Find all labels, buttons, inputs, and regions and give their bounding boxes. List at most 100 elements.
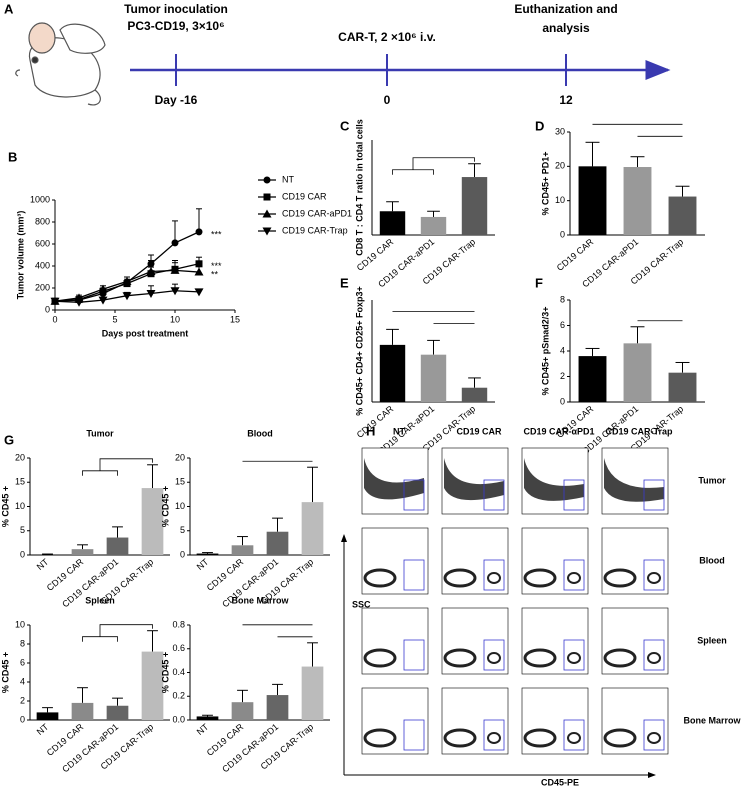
y-axis-label: % CD45 +: [0, 652, 10, 693]
significance: **: [211, 269, 219, 279]
significance-bracket: [99, 624, 153, 637]
bar: [106, 537, 129, 555]
event-title: analysis: [542, 21, 590, 35]
flow-density: [487, 732, 501, 744]
event-day: Day -16: [155, 93, 198, 107]
bar: [36, 712, 59, 720]
flow-density: [523, 728, 557, 748]
flow-density: [524, 458, 584, 501]
flow-density: [523, 568, 557, 588]
event-title: CAR-T, 2 ×10⁶ i.v.: [338, 30, 436, 44]
x-tick-label: 10: [170, 314, 180, 324]
bar: [623, 167, 652, 235]
bar: [71, 702, 94, 720]
significance: ***: [211, 261, 222, 271]
y-tick-label: 400: [35, 260, 50, 270]
bar: [668, 372, 697, 402]
flow-density: [603, 648, 637, 668]
y-tick-label: 2: [560, 371, 565, 381]
y-tick-label: 10: [555, 195, 565, 205]
flow-density: [443, 568, 477, 588]
bar: [196, 716, 219, 720]
y-tick-label: 0.2: [172, 691, 185, 701]
flow-gate: [403, 479, 425, 511]
flow-plot: [361, 527, 429, 595]
flow-gate: [483, 559, 505, 591]
legend-marker: [263, 193, 271, 201]
flow-gate: [563, 719, 585, 751]
bar: [106, 705, 129, 720]
bar: [420, 216, 447, 235]
flow-density: [363, 568, 397, 588]
bar: [141, 651, 164, 720]
panel-label: B: [8, 149, 17, 164]
bar: [379, 344, 406, 402]
y-tick-label: 0: [45, 304, 50, 314]
y-tick-label: 6: [560, 320, 565, 330]
y-tick-label: 0: [560, 396, 565, 406]
x-tick-label: CD19 CAR: [555, 236, 596, 273]
event-title: Euthanization and: [514, 2, 617, 16]
significance-bracket: [99, 458, 153, 471]
flow-density: [647, 732, 661, 744]
y-axis-label: % CD45 +: [160, 486, 170, 527]
significance: ***: [211, 229, 222, 239]
marker: [122, 276, 132, 285]
y-tick-label: 800: [35, 216, 50, 226]
flow-gate: [563, 639, 585, 671]
row-label: Spleen: [697, 635, 727, 645]
flow-density: [647, 572, 661, 584]
flow-density: [567, 732, 581, 744]
x-axis-label: CD45-PE: [541, 777, 579, 787]
y-tick-label: 0: [560, 229, 565, 239]
bar: [668, 196, 697, 235]
y-tick-label: 2: [20, 695, 25, 705]
flow-density: [444, 458, 504, 501]
flow-density: [443, 648, 477, 668]
marker: [98, 296, 108, 305]
y-tick-label: 0.6: [172, 643, 185, 653]
bar: [379, 211, 406, 235]
flow-density: [647, 652, 661, 664]
marker: [194, 288, 204, 297]
x-tick-label: 15: [230, 314, 240, 324]
significance-bracket: [412, 157, 475, 170]
marker: [146, 267, 156, 275]
marker: [74, 298, 84, 307]
y-axis-label: SSC: [352, 599, 371, 609]
flow-density: [603, 728, 637, 748]
y-axis-label: % CD45 +: [0, 486, 10, 527]
y-tick-label: 4: [560, 345, 565, 355]
x-axis-label: Days post treatment: [102, 328, 189, 338]
y-axis-label: % CD45 +: [160, 652, 170, 693]
bar: [266, 695, 289, 720]
marker: [50, 297, 60, 306]
bar: [578, 356, 607, 402]
bar: [461, 387, 488, 402]
x-tick-label: 5: [112, 314, 117, 324]
column-header: NT: [393, 426, 405, 436]
bar: [461, 177, 488, 235]
y-tick-label: 5: [20, 525, 25, 535]
flow-gate: [483, 719, 505, 751]
flow-gate: [483, 639, 505, 671]
flow-density: [604, 458, 664, 502]
flow-gate: [403, 719, 425, 751]
flow-density: [567, 572, 581, 584]
flow-gate: [403, 559, 425, 591]
flow-gate: [563, 479, 585, 511]
flow-density: [487, 572, 501, 584]
x-tick-label: NT: [35, 556, 51, 572]
y-tick-label: 0.4: [172, 667, 185, 677]
panel-label: G: [4, 432, 14, 447]
marker: [170, 287, 180, 296]
x-tick-label: NT: [35, 721, 51, 737]
marker: [170, 265, 180, 274]
flow-density: [567, 652, 581, 664]
mouse-icon: [15, 22, 106, 106]
x-tick-label: NT: [195, 721, 211, 737]
y-tick-label: 20: [175, 452, 185, 462]
y-tick-label: 0: [180, 549, 185, 559]
event-title: Tumor inoculation: [124, 2, 228, 16]
